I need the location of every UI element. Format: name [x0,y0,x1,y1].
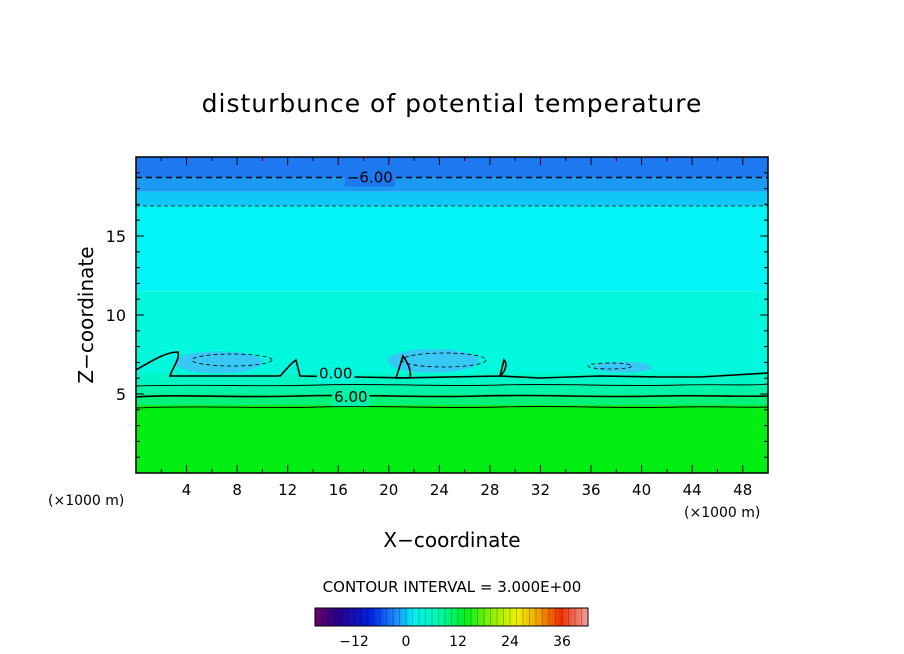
bubble-contour [401,352,487,368]
y-axis-label: Z−coordinate [74,246,98,383]
colorbar-tick-label: 36 [553,634,571,650]
field-layer-2 [136,191,768,206]
contour-line-3 [136,383,768,387]
field-layer-0 [136,157,768,178]
x-tick-label: 28 [480,481,499,499]
colorbar-tick-label: 24 [501,634,519,650]
field-layer-5 [136,373,768,385]
colorbar-tick-label: −12 [339,634,369,650]
contour-label-2: 6.00 [334,388,367,406]
contour-line-9 [136,405,768,409]
y-tick-label: 10 [106,306,126,325]
field-layer-6 [136,384,768,394]
x-tick-label: 32 [531,481,550,499]
colorbar-tick-label: 0 [402,634,411,650]
cold-bubble-2 [593,361,652,373]
y-tick-label: 15 [106,227,126,246]
x-tick-label: 36 [581,481,600,499]
colorbar: −12 0 12 24 36 [314,607,589,650]
x-tick-label: 4 [182,481,192,499]
contour-interval-text: CONTOUR INTERVAL = 3.000E+00 [323,578,582,596]
bubble-contour [587,362,633,370]
x-tick-label: 8 [232,481,242,499]
field-layer-7 [136,394,768,406]
field-layer-1 [136,177,768,192]
x-unit-right: (×1000 m) [684,505,760,521]
x-axis-label: X−coordinate [383,528,520,552]
colorbar-tick-label: 12 [449,634,467,650]
x-tick-label: 12 [278,481,297,499]
x-tick-label: 44 [683,481,702,499]
plot-area [136,157,768,473]
contour-label-0: −6.00 [347,169,393,187]
x-tick-label: 24 [430,481,449,499]
chart-title: disturbunce of potential temperature [202,89,703,118]
x-tick-label: 20 [379,481,398,499]
y-tick-label: 5 [116,385,126,404]
contour-line-6 [136,394,768,398]
x-tick-label: 16 [329,481,348,499]
bubble-contour [191,353,273,367]
x-tick-label: 40 [632,481,651,499]
contour-label-1: 0.00 [319,364,352,382]
x-unit-left: (×1000 m) [48,493,124,509]
contour-line-0 [136,351,768,379]
x-tick-label: 48 [733,481,752,499]
field-layer-3 [136,205,768,292]
cold-bubble-0 [173,351,263,374]
field-layer-8 [136,405,768,473]
